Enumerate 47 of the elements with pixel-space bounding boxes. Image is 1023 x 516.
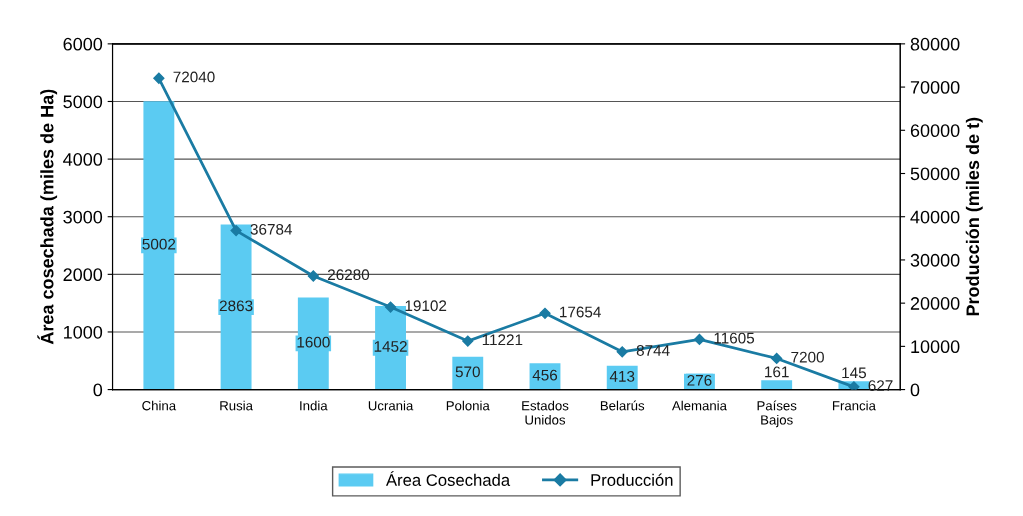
data-label: 1600 <box>297 336 330 348</box>
data-label: 5002 <box>142 238 176 250</box>
y2-tick-label: 60000 <box>910 124 960 138</box>
data-label: 17654 <box>560 306 601 318</box>
y2-tick-label: 20000 <box>910 297 960 310</box>
data-label: 161 <box>765 366 789 378</box>
y2-axis-title: Producción (miles de t) <box>965 117 983 316</box>
data-label: 19102 <box>405 300 447 312</box>
x-tick-label: Belarús <box>600 400 645 411</box>
x-tick-label: Países Bajos <box>757 400 797 428</box>
legend-label: Área Cosechada <box>385 471 511 486</box>
data-label: 570 <box>455 366 480 378</box>
y2-tick-label: 50000 <box>910 167 960 181</box>
data-label: 11221 <box>482 334 523 346</box>
y2-tick-label: 40000 <box>910 210 960 224</box>
y-tick-label: 5000 <box>63 95 103 109</box>
y-axis-title: Área cosechada (miles de Ha) <box>37 89 58 345</box>
data-label: 11605 <box>714 332 755 344</box>
y-tick-label: 0 <box>93 383 103 397</box>
x-tick-label: Alemania <box>671 400 727 411</box>
data-label: 456 <box>532 369 558 381</box>
x-tick-label: Francia <box>832 400 876 411</box>
data-label: 2863 <box>219 300 253 312</box>
y2-tick-label: 10000 <box>911 340 960 354</box>
x-tick-label: India <box>300 400 328 411</box>
data-label: 72040 <box>173 71 215 83</box>
x-tick-label: Estados Unidos <box>522 400 569 425</box>
y2-tick-label: 70000 <box>910 81 960 94</box>
x-tick-label: Polonia <box>446 400 490 411</box>
y-tick-label: 2000 <box>63 268 103 282</box>
y2-tick-label: 30000 <box>910 253 960 267</box>
y-tick-label: 1000 <box>64 325 103 339</box>
data-label: 145 <box>842 367 867 379</box>
data-label: 8744 <box>636 345 670 356</box>
data-label: 1452 <box>374 341 407 352</box>
y-tick-label: 4000 <box>63 153 103 166</box>
legend-label: Producción <box>591 473 673 486</box>
data-label: 276 <box>687 374 712 386</box>
y2-tick-label: 80000 <box>910 37 960 51</box>
y2-tick-label: 0 <box>910 383 920 397</box>
x-tick-label: Rusia <box>220 400 253 411</box>
x-tick-label: Ucrania <box>368 400 414 411</box>
x-tick-label: China <box>142 400 177 411</box>
data-label: 7200 <box>791 351 824 363</box>
data-label: 413 <box>609 370 635 382</box>
y-tick-label: 6000 <box>63 37 103 51</box>
y-tick-label: 3000 <box>63 210 103 224</box>
